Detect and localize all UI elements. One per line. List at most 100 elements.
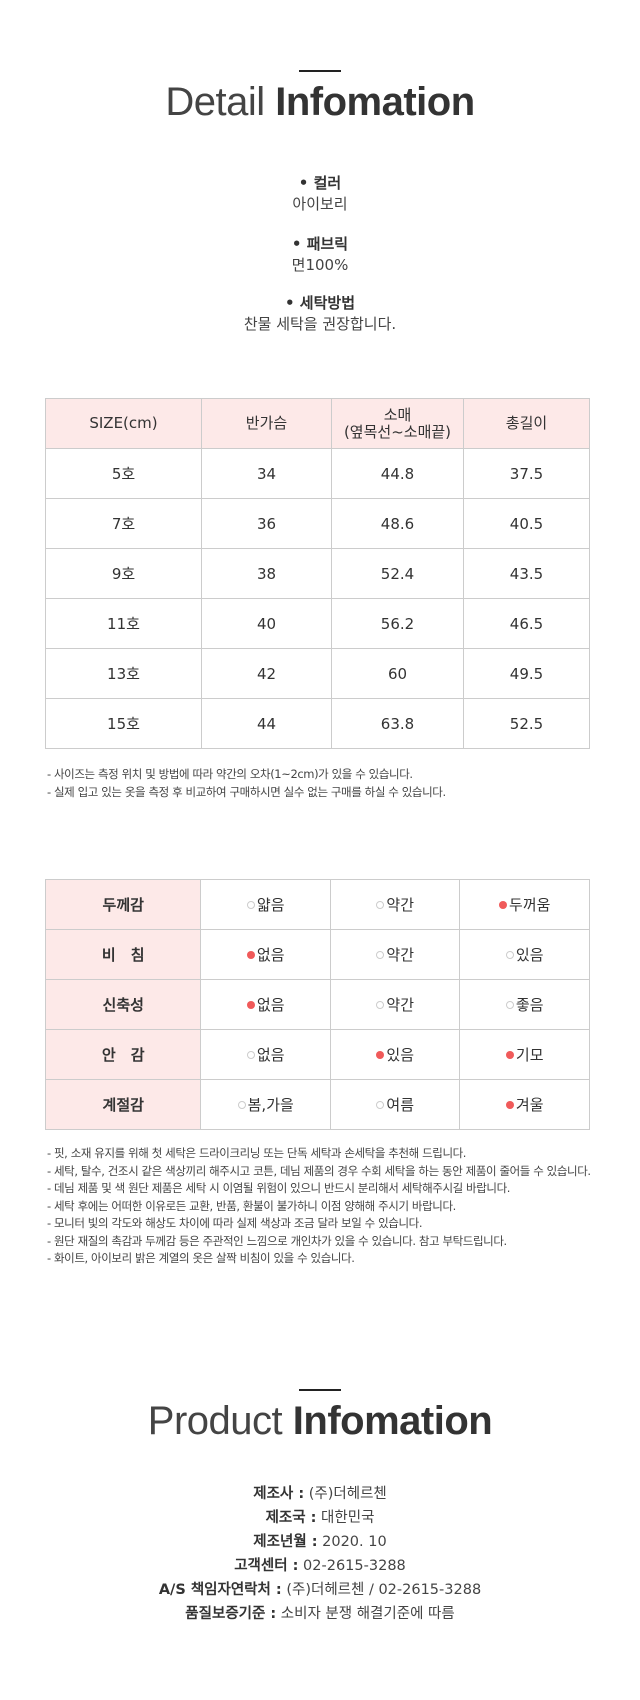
feel-option-text: 얇음 (256, 896, 285, 914)
size-table: SIZE(cm) 반가슴 소매 (옆목선~소매끝) 총길이 5호 34 44.8 37.… (45, 398, 590, 749)
empty-circle-icon (505, 1001, 514, 1009)
product-title: Product Infomation (147, 1399, 493, 1443)
fabric-feel-table: 두께감 얇음 약간 두꺼움 비 침 없음 약간 있음 신축성 없음 약간 좋음 안 감 없음 있음 기모 계절감… (44, 879, 590, 1130)
table-row: 7호 36 48.6 40.5 (45, 498, 590, 549)
note-line: - 데님 제품 및 색 원단 제품은 세탁 시 이염될 위험이 있으니 반드시 … (47, 1181, 511, 1195)
product-info-item: 제조년월 : 2020. 10 (0, 1530, 640, 1554)
info-label: 제조사 : (253, 1486, 305, 1502)
note-line: - 실제 입고 있는 옷을 측정 후 비교하여 구매하시면 실수 없는 구매를 … (47, 784, 446, 799)
table-cell: 63.8 (331, 698, 464, 749)
feel-label: 신축성 (44, 979, 202, 1030)
table-cell: 15호 (45, 698, 202, 749)
feel-option-text: 봄,가을 (247, 1096, 294, 1114)
feel-option-text: 없음 (256, 1046, 285, 1064)
table-cell: 9호 (45, 548, 202, 599)
product-info-item: 고객센터 : 02-2615-3288 (0, 1554, 640, 1578)
feel-label: 두께감 (44, 879, 202, 930)
table-cell: 48.6 (331, 498, 464, 549)
feel-option: 약간 (329, 979, 461, 1030)
empty-circle-icon (376, 901, 385, 909)
table-cell: 60 (331, 648, 464, 699)
feel-option: 얇음 (200, 879, 331, 930)
table-cell: 34 (201, 448, 332, 499)
feel-option: 있음 (459, 929, 590, 980)
feel-option: 없음 (200, 979, 331, 1030)
info-value: 2020. 10 (322, 1534, 387, 1550)
feel-option: 좋음 (459, 979, 590, 1030)
feel-label: 비 침 (44, 929, 202, 980)
product-info-list: 제조사 : (주)더헤르첸 제조국 : 대한민국 제조년월 : 2020. 10 고객… (0, 1482, 640, 1626)
feel-option-text: 좋음 (515, 996, 544, 1014)
table-cell: 37.5 (463, 448, 590, 499)
table-cell: 43.5 (463, 548, 590, 599)
info-label: A/S 책임자연락처 : (158, 1582, 282, 1598)
feel-option: 기모 (459, 1029, 590, 1080)
table-row: 비 침 없음 약간 있음 (44, 929, 590, 980)
header-chest: 반가슴 (201, 398, 332, 449)
note-line: - 세탁, 탈수, 건조시 같은 색상끼리 해주시고 코튼, 데님 제품의 경우… (47, 1163, 591, 1178)
feel-option-text: 없음 (256, 996, 285, 1014)
table-row: 계절감 봄,가을 여름 겨울 (44, 1079, 590, 1130)
table-cell: 36 (201, 498, 332, 549)
table-cell: 13호 (45, 648, 202, 699)
product-info-item: 품질보증기준 : 소비자 분쟁 해결기준에 따름 (0, 1602, 640, 1626)
size-notes: - 사이즈는 측정 위치 및 방법에 따라 약간의 오차(1~2cm)가 있을 … (47, 766, 607, 801)
feel-option-text: 약간 (386, 946, 415, 964)
filled-dot-icon (376, 1051, 385, 1059)
product-info-item: 제조사 : (주)더헤르첸 (0, 1482, 640, 1506)
feel-option-text: 약간 (386, 896, 415, 914)
table-row: 두께감 얇음 약간 두꺼움 (44, 879, 590, 930)
table-row: 11호 40 56.2 46.5 (45, 598, 590, 649)
product-info-item: A/S 책임자연락처 : (주)더헤르첸 / 02-2615-3288 (0, 1578, 640, 1602)
header-length: 총길이 (463, 398, 590, 449)
feel-option-text: 없음 (256, 946, 285, 964)
filled-dot-icon (505, 1051, 514, 1059)
info-value: 02-2615-3288 (303, 1558, 406, 1574)
feel-option: 있음 (329, 1029, 461, 1080)
empty-circle-icon (376, 1001, 385, 1009)
feel-option: 없음 (200, 929, 331, 980)
detail-title: Detail Infomation (165, 80, 475, 124)
feel-label: 계절감 (44, 1079, 202, 1130)
info-label: 제조국 : (265, 1510, 317, 1526)
table-row: 9호 38 52.4 43.5 (45, 548, 590, 599)
note-line: - 모니터 빛의 각도와 해상도 차이에 따라 실제 색상과 조금 달라 보일 … (47, 1216, 423, 1230)
spec-label: • 컬러 (298, 174, 342, 192)
table-cell: 44.8 (331, 448, 464, 499)
spec-value: 찬물 세탁을 권장합니다. (243, 315, 397, 333)
table-cell: 5호 (45, 448, 202, 499)
info-value: 대한민국 (321, 1510, 375, 1526)
feel-option-text: 두꺼움 (509, 896, 551, 914)
info-value: 소비자 분쟁 해결기준에 따름 (280, 1606, 455, 1622)
feel-option: 약간 (329, 879, 461, 930)
info-label: 품질보증기준 : (185, 1606, 277, 1622)
feel-option-text: 겨울 (515, 1096, 544, 1114)
filled-dot-icon (505, 1101, 514, 1109)
table-cell: 40.5 (463, 498, 590, 549)
table-row: 15호 44 63.8 52.5 (45, 698, 590, 749)
feel-option: 두꺼움 (459, 879, 590, 930)
note-line: - 사이즈는 측정 위치 및 방법에 따라 약간의 오차(1~2cm)가 있을 … (47, 767, 413, 781)
filled-dot-icon (499, 901, 508, 909)
header-sleeve: 소매 (옆목선~소매끝) (331, 398, 464, 449)
info-label: 고객센터 : (234, 1558, 299, 1574)
spec-value: 면100% (291, 256, 349, 274)
feel-option: 봄,가을 (200, 1079, 331, 1130)
feel-option: 여름 (329, 1079, 461, 1130)
table-row: 신축성 없음 약간 좋음 (44, 979, 590, 1030)
feel-option-text: 여름 (386, 1096, 415, 1114)
spec-item: • 패브릭 면100% (0, 233, 640, 275)
table-cell: 7호 (45, 498, 202, 549)
info-value: (주)더헤르첸 (308, 1486, 387, 1502)
table-cell: 42 (201, 648, 332, 699)
table-row: 안 감 없음 있음 기모 (44, 1029, 590, 1080)
title-rule (299, 1389, 341, 1391)
spec-value: 아이보리 (292, 195, 348, 213)
header-size: SIZE(cm) (45, 398, 202, 449)
table-cell: 52.4 (331, 548, 464, 599)
feel-option-text: 약간 (386, 996, 415, 1014)
filled-dot-icon (246, 1001, 255, 1009)
feel-option: 약간 (329, 929, 461, 980)
table-header-row: SIZE(cm) 반가슴 소매 (옆목선~소매끝) 총길이 (45, 398, 590, 449)
